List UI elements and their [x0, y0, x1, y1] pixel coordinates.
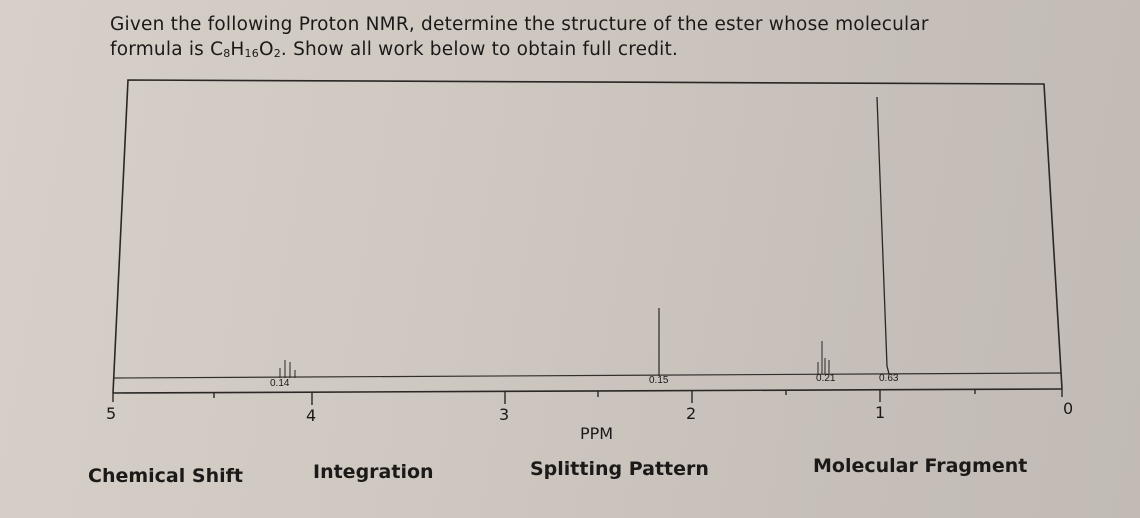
integration-label: 0.21 [816, 373, 836, 384]
x-tick-label: 0 [1063, 399, 1074, 418]
x-tick-label: 5 [106, 404, 117, 423]
prompt-line-2: formula is C8H16O2. Show all work below … [110, 39, 679, 60]
header-molecular-fragment: Molecular Fragment [813, 455, 1028, 477]
prompt-line-1: Given the following Proton NMR, determin… [110, 14, 929, 35]
x-tick-label: 3 [499, 405, 510, 424]
plot-frame [112, 79, 1063, 394]
x-tick-label: 1 [875, 403, 886, 422]
question-prompt: Given the following Proton NMR, determin… [110, 12, 929, 66]
peak-multiplet-1-25ppm [817, 341, 830, 374]
x-axis-title: PPM [580, 424, 614, 443]
header-chemical-shift: Chemical Shift [88, 465, 243, 487]
x-axis-ticks [112, 389, 1063, 405]
peak-quartet-4ppm [279, 360, 296, 378]
integration-label: 0.63 [879, 373, 899, 384]
x-tick-label: 2 [686, 404, 697, 423]
x-tick-label: 4 [306, 406, 317, 425]
header-splitting-pattern: Splitting Pattern [530, 458, 709, 480]
peak-singlet-0-9ppm [876, 96, 890, 375]
integration-label: 0.15 [649, 375, 669, 386]
header-integration: Integration [313, 461, 434, 483]
integration-label: 0.14 [270, 378, 290, 389]
x-axis-line [112, 388, 1063, 394]
spectrum-baseline [112, 372, 1063, 379]
